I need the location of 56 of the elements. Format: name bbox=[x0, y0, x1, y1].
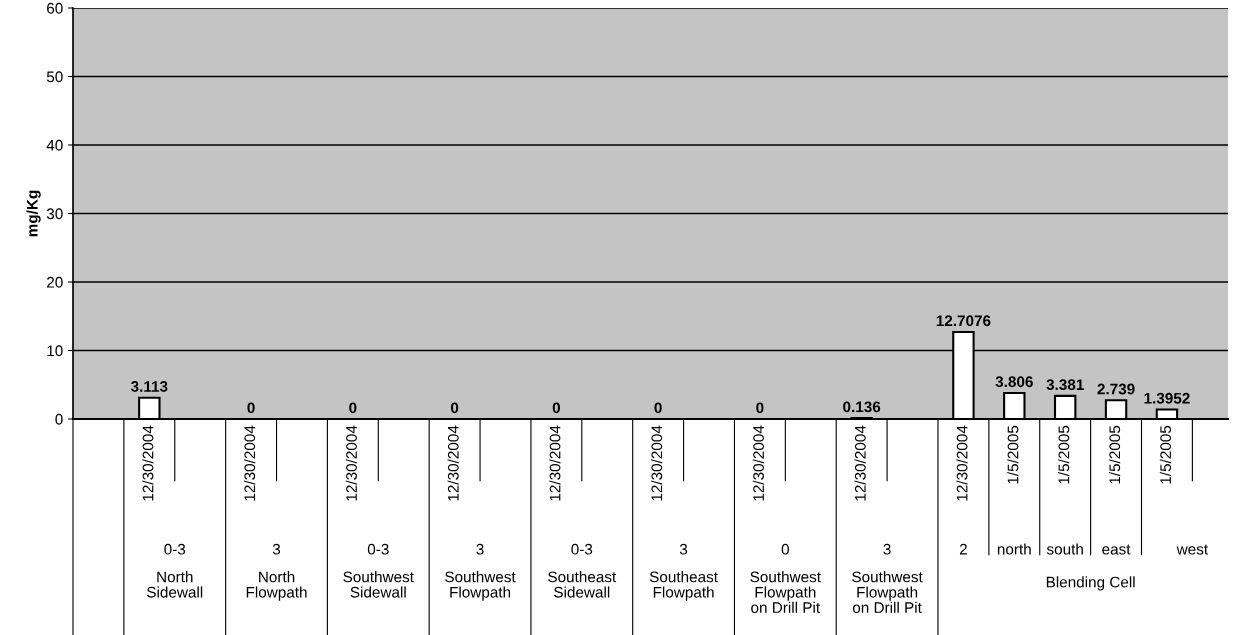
data-label: 0.136 bbox=[843, 401, 881, 413]
text: Southwest Sidewall bbox=[343, 571, 414, 598]
x-tick-label: 12/30/2004 bbox=[142, 425, 154, 501]
x-tick-label: 12/30/2004 bbox=[345, 425, 357, 501]
x-tick-label: 1/5/2005 bbox=[1058, 425, 1070, 484]
text: 0-3 bbox=[367, 543, 389, 555]
data-label: 0 bbox=[552, 402, 560, 414]
data-label: 3.381 bbox=[1046, 379, 1084, 391]
text: North Sidewall bbox=[147, 571, 203, 598]
x-tick-label: 12/30/2004 bbox=[549, 425, 561, 501]
data-label: 1.3952 bbox=[1144, 392, 1190, 404]
text: 0-3 bbox=[164, 543, 186, 555]
text: 2 bbox=[959, 543, 967, 555]
text: south bbox=[1046, 543, 1083, 555]
text: Blending Cell bbox=[1046, 576, 1135, 591]
data-label: 2.739 bbox=[1097, 383, 1135, 395]
x-tick-label: 12/30/2004 bbox=[854, 425, 866, 501]
text: Southwest Flowpath bbox=[445, 571, 516, 601]
text: 3 bbox=[476, 543, 484, 555]
x-tick-label: 12/30/2004 bbox=[447, 425, 459, 501]
text: Southeast Sidewall bbox=[548, 571, 617, 598]
text: 3 bbox=[272, 543, 281, 555]
x-tick-label: 1/5/2005 bbox=[1108, 425, 1121, 484]
text: North Flowpath bbox=[246, 571, 307, 601]
text: north bbox=[997, 543, 1031, 555]
data-label: 0 bbox=[450, 402, 459, 414]
text: 3 bbox=[679, 543, 688, 555]
data-label: 12.7076 bbox=[936, 315, 991, 327]
x-tick-label: 12/30/2004 bbox=[956, 425, 968, 501]
text: 0 bbox=[781, 543, 789, 555]
x-tick-label: 12/30/2004 bbox=[651, 425, 663, 501]
text: Southwest Flowpath on Drill Pit bbox=[750, 571, 821, 613]
y-tick-label: 10 bbox=[47, 345, 63, 357]
text: 0-3 bbox=[571, 543, 593, 555]
text: 3 bbox=[883, 543, 891, 555]
data-label: 3.113 bbox=[130, 381, 168, 392]
y-tick-label: 30 bbox=[46, 208, 63, 220]
y-axis-title: mg/Kg bbox=[26, 190, 41, 237]
data-label: 0 bbox=[654, 402, 662, 414]
data-label: 3.806 bbox=[995, 376, 1033, 388]
text: west bbox=[1176, 544, 1208, 555]
data-label: 0 bbox=[756, 402, 764, 414]
y-tick-label: 60 bbox=[47, 2, 63, 14]
data-label: 0 bbox=[247, 402, 255, 414]
text: east bbox=[1102, 544, 1131, 555]
x-tick-label: 12/30/2004 bbox=[752, 425, 764, 501]
data-label: 0 bbox=[349, 402, 357, 414]
y-tick-label: 50 bbox=[46, 71, 63, 83]
x-tick-label: 1/5/2005 bbox=[1007, 425, 1019, 484]
x-tick-label: 12/30/2004 bbox=[243, 425, 256, 501]
x-tick-label: 1/5/2005 bbox=[1159, 425, 1172, 484]
text: Southwest Flowpath on Drill Pit bbox=[852, 571, 923, 613]
y-tick-label: 40 bbox=[46, 139, 63, 151]
y-tick-label: 0 bbox=[55, 413, 63, 425]
text: Southeast Flowpath bbox=[649, 571, 718, 601]
y-tick-label: 20 bbox=[47, 276, 63, 288]
